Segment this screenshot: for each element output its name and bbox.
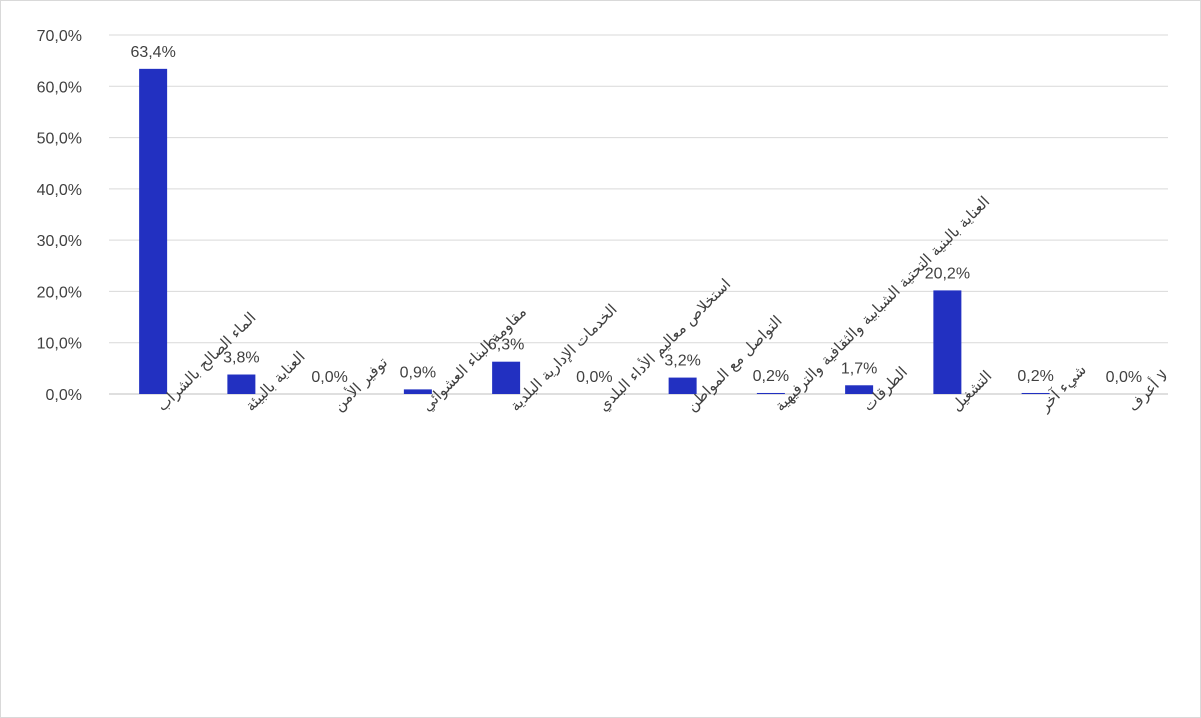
y-tick-label: 0,0% <box>46 387 82 404</box>
data-label: 3,2% <box>664 353 700 370</box>
bar <box>845 385 874 394</box>
data-label: 0,2% <box>753 368 789 385</box>
bar <box>492 361 521 394</box>
data-label: 0,0% <box>311 369 347 386</box>
y-tick-label: 10,0% <box>37 336 82 353</box>
data-label: 0,9% <box>400 364 436 381</box>
y-tick-label: 60,0% <box>37 79 82 96</box>
y-tick-label: 40,0% <box>37 182 82 199</box>
bar <box>403 389 432 394</box>
bar <box>227 374 256 394</box>
bars <box>139 68 1050 394</box>
data-label: 6,3% <box>488 337 524 354</box>
bar <box>756 392 785 394</box>
gridlines <box>109 34 1168 395</box>
data-label: 63,4% <box>130 44 175 61</box>
data-labels: 63,4% 3,8% 0,0% 0,9% 6,3% 0,0% 3,2% 0,2% 1,7% 20,… <box>130 44 1142 386</box>
y-tick-label: 70,0% <box>37 28 82 45</box>
data-label: 0,0% <box>1106 369 1142 386</box>
data-label: 0,0% <box>576 369 612 386</box>
y-tick-label: 50,0% <box>37 131 82 148</box>
y-axis-tick-labels: 0,0% 10,0% 20,0% 30,0% 40,0% 50,0% 60,0% 70,0% <box>37 28 82 404</box>
bar <box>1021 392 1050 394</box>
data-label: 0,2% <box>1017 368 1053 385</box>
y-tick-label: 30,0% <box>37 233 82 250</box>
bar <box>668 377 697 394</box>
bar <box>139 68 168 394</box>
y-tick-label: 20,0% <box>37 284 82 301</box>
data-label: 1,7% <box>841 360 877 377</box>
bar <box>933 290 962 394</box>
data-label: 3,8% <box>223 350 259 367</box>
data-label: 20,2% <box>925 265 970 282</box>
